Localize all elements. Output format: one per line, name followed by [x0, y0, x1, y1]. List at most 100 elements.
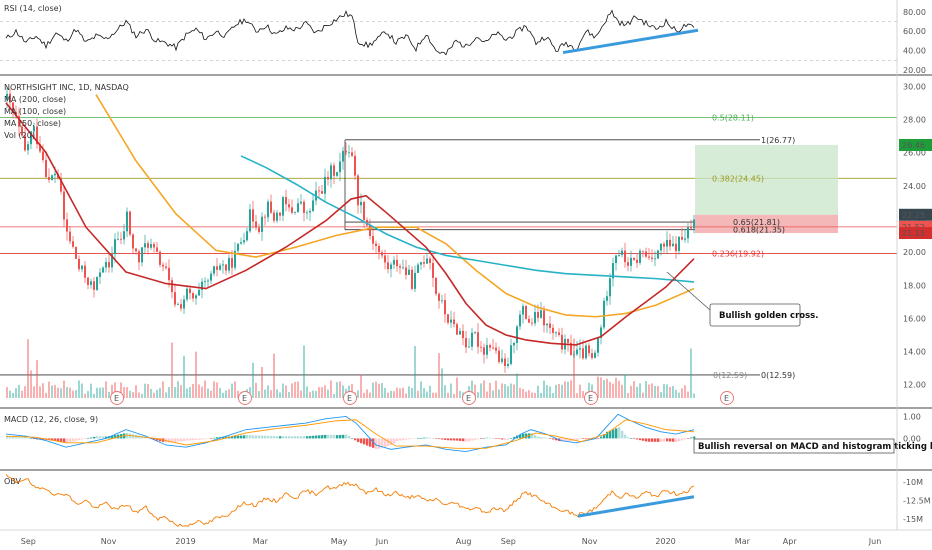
macd-pane[interactable]: MACD (12, 26, close, 9) 1.00 0.00 Bullish…	[4, 412, 932, 454]
macd-hist-bar	[405, 438, 408, 440]
macd-hist-bar	[390, 438, 393, 446]
macd-hist-bar	[414, 438, 417, 440]
macd-hist-bar	[63, 438, 66, 443]
volume-bar	[147, 383, 149, 398]
volume-bar	[447, 392, 449, 398]
candle-body	[582, 348, 584, 359]
candle-body	[237, 243, 239, 251]
macd-hist-bar	[354, 438, 357, 441]
volume-bar	[660, 392, 662, 398]
macd-hist-bar	[369, 438, 372, 447]
candle-body	[141, 247, 143, 263]
macd-hist-bar	[174, 438, 177, 442]
price-pane[interactable]: 0.5(28.11) 0.382(24.45) 0.236(19.92) 1(26.7…	[0, 82, 932, 405]
candle-body	[660, 243, 662, 251]
macd-hist-bar	[408, 438, 411, 440]
legend-ma50[interactable]: MA (50, close)	[4, 119, 61, 128]
candle-body	[48, 177, 50, 181]
candle-body	[633, 257, 635, 260]
volume-bar	[126, 387, 128, 398]
candle-body	[126, 211, 128, 232]
time-tick-label: Mar	[735, 537, 751, 546]
candle-body	[285, 197, 287, 205]
candle-body	[324, 176, 326, 194]
volume-bar	[321, 387, 323, 398]
volume-bar	[63, 380, 65, 398]
candle-body	[222, 264, 224, 266]
legend-volume[interactable]: Vol (20)	[4, 131, 35, 140]
candle-body	[540, 310, 542, 318]
golden-cross-callout[interactable]	[709, 303, 801, 327]
volume-bar	[234, 381, 236, 398]
volume-bar	[675, 389, 677, 398]
stop-zone[interactable]	[695, 214, 838, 234]
macd-hist-bar	[297, 436, 300, 439]
candle-body	[588, 345, 590, 354]
candle-body	[534, 312, 536, 324]
candle-body	[447, 314, 449, 323]
volume-bar	[27, 339, 29, 398]
rsi-pane[interactable]: RSI (14, close) 80.00 60.00 40.00 20.00	[0, 4, 926, 75]
candle-body	[24, 135, 26, 151]
candle-body	[33, 126, 35, 132]
candle-body	[210, 273, 212, 281]
macd-hist-bar	[69, 438, 72, 443]
macd-hist-bar	[468, 438, 471, 442]
volume-bar	[687, 391, 689, 398]
volume-bar	[213, 381, 215, 398]
volume-bar	[258, 391, 260, 398]
legend-ma100[interactable]: MA (100, close)	[4, 107, 66, 116]
volume-bar	[519, 387, 521, 398]
macd-hist-bar	[240, 435, 243, 439]
candle-body	[480, 346, 482, 348]
volume-bar	[66, 387, 68, 398]
macd-hist-bar	[15, 436, 18, 439]
candle-body	[495, 347, 497, 351]
candle-body	[261, 216, 263, 232]
earnings-marker	[238, 391, 252, 405]
volume-bar	[477, 392, 479, 398]
candle-body	[462, 330, 464, 339]
legend-ma200[interactable]: MA (200, close)	[4, 95, 66, 104]
candle-body	[108, 262, 110, 268]
macd-hist-bar	[423, 437, 426, 439]
candle-body	[72, 241, 74, 247]
time-tick-label: Apr	[783, 537, 798, 546]
macd-hist-bar	[315, 435, 318, 439]
volume-bar	[96, 387, 98, 398]
macd-hist-bar	[306, 436, 309, 439]
macd-hist-bar	[210, 438, 213, 440]
candle-body	[234, 250, 236, 268]
macd-hist-bar	[105, 436, 108, 439]
rsi-trendline[interactable]	[562, 28, 699, 55]
candle-body	[288, 204, 290, 208]
volume-bar	[495, 380, 497, 398]
macd-hist-bar	[255, 435, 258, 439]
candle-body	[516, 326, 518, 343]
macd-callout[interactable]	[693, 438, 895, 454]
obv-trendline[interactable]	[577, 495, 695, 518]
volume-bar	[195, 351, 197, 398]
target-zone[interactable]	[695, 144, 838, 215]
candle-body	[390, 264, 392, 270]
macd-hist-bar	[540, 437, 543, 439]
macd-hist-bar	[600, 436, 603, 439]
candle-body	[252, 209, 254, 222]
candle-body	[9, 93, 11, 103]
volume-bar	[615, 377, 617, 398]
volume-bar	[684, 385, 686, 398]
macd-hist-bar	[234, 435, 237, 439]
candle-body	[591, 353, 593, 358]
macd-hist-bar	[489, 437, 492, 439]
macd-hist-bar	[195, 438, 198, 440]
volume-bar	[681, 388, 683, 398]
obv-pane[interactable]: OBV -10M -12.5M -15M	[4, 473, 931, 527]
candle-body	[342, 150, 344, 162]
price-tick-label: 14.00	[903, 348, 926, 357]
macd-callout-text: Bullish reversal on MACD and histogram t…	[698, 442, 932, 452]
candle-body	[240, 242, 242, 244]
macd-hist-bar	[474, 438, 477, 440]
volume-bar	[120, 382, 122, 398]
